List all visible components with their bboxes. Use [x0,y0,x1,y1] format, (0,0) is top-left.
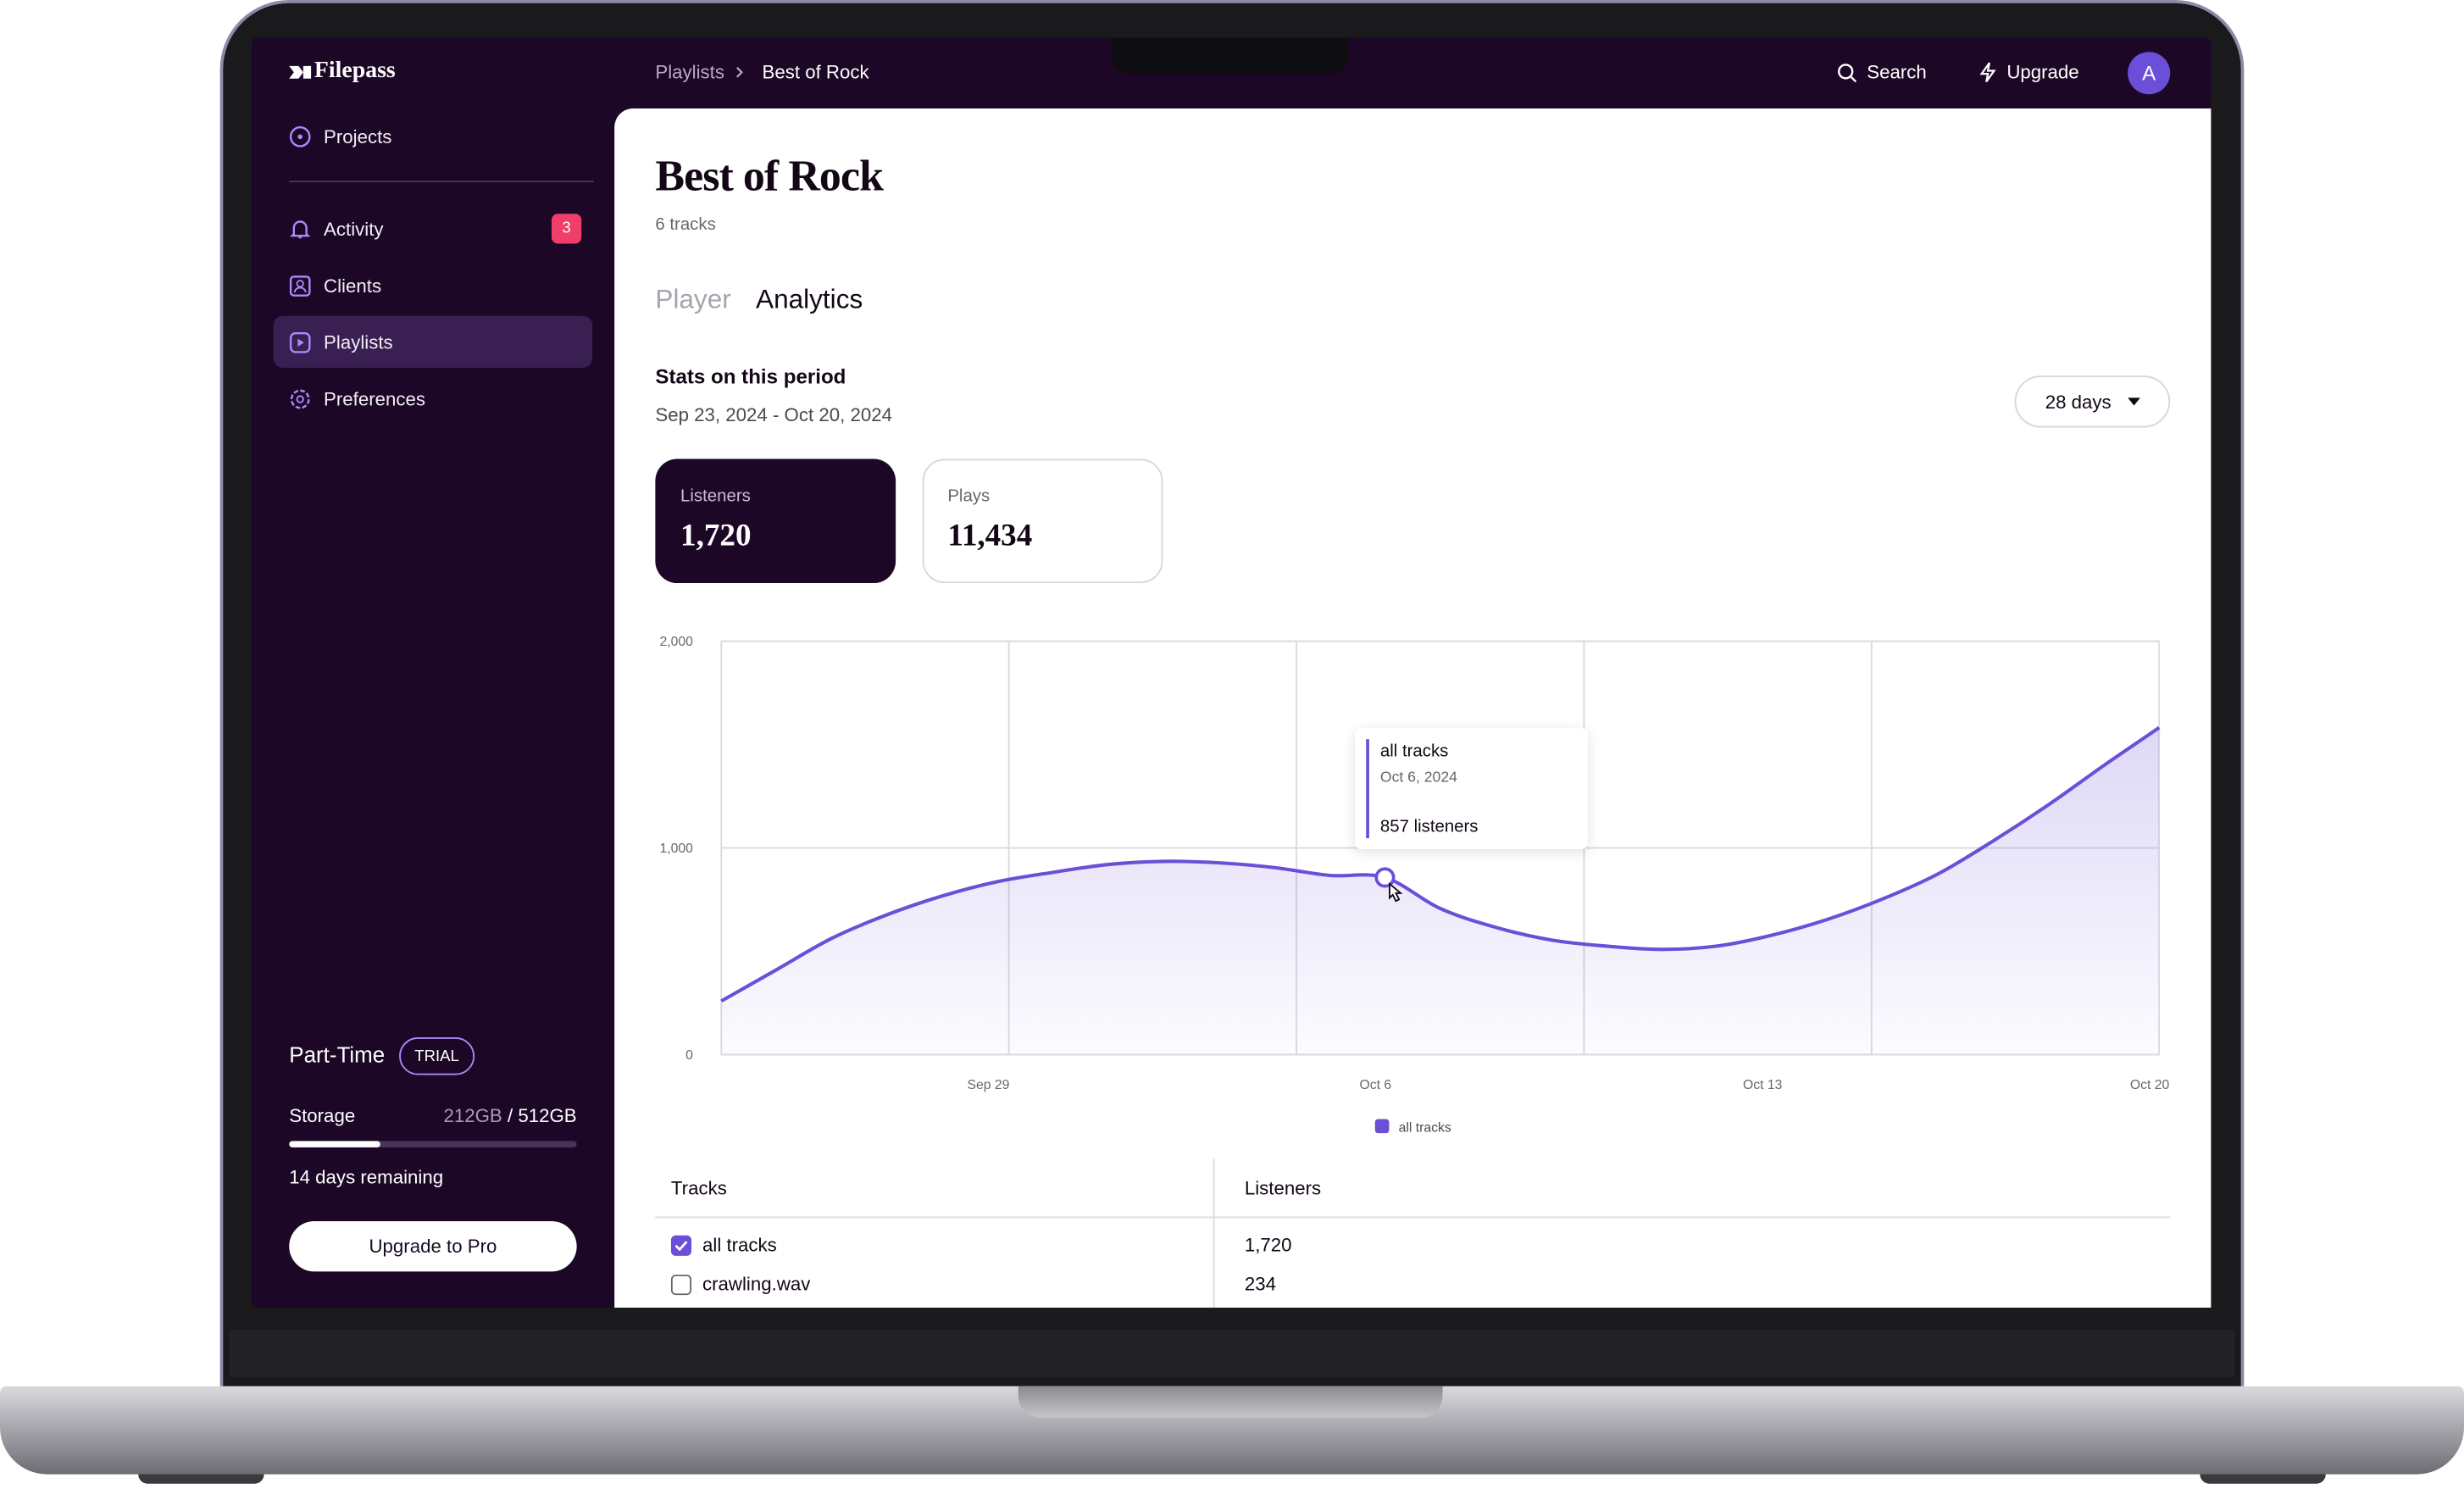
nav-label: Preferences [324,387,426,410]
tooltip-series: all tracks [1380,742,1448,761]
nav-item[interactable]: Activity 3 [274,203,592,254]
storage-used: 212GB [443,1104,502,1127]
line [720,725,2161,1003]
nav-item[interactable]: Playlists [273,315,593,368]
search-label: Search [1867,61,1927,84]
y-tick-label: 0 [685,1048,693,1063]
table-cell: all tracks [702,1233,777,1256]
camera-notch [1113,37,1349,75]
stat-label: Listeners [680,486,751,507]
table-header: Tracks [670,1177,727,1200]
search-button[interactable]: Search [1837,61,1927,83]
divider [289,181,595,183]
legend-label: all tracks [1399,1120,1451,1135]
breadcrumb-link[interactable]: Playlists [655,61,724,84]
period-label: 28 days [2045,390,2112,413]
table-divider [1213,1158,1215,1308]
avatar[interactable]: A [2128,52,2171,95]
stat-value: 11,434 [947,519,1033,553]
brand-name: Filepass [314,58,396,84]
nav-icon [290,219,311,238]
storage-label: Storage [289,1104,356,1127]
tooltip-accent [1366,739,1369,839]
table-cell: 1,720 [1244,1233,1292,1256]
nav-icon [290,388,310,408]
table-cell: crawling.wav [702,1273,811,1296]
laptop-dent [1018,1386,1443,1418]
stats-title: Stats on this period [655,364,846,389]
date-range: Sep 23, 2024 - Oct 20, 2024 [655,403,893,426]
hover-point [1374,867,1396,888]
page-subtitle: 6 tracks [655,215,716,235]
storage-amount: 212GB / 512GB [393,1104,577,1127]
brand-logo [289,64,312,78]
x-tick-label: Oct 13 [1743,1078,1783,1092]
tooltip-box [1355,728,1588,850]
area [721,727,2160,1055]
tab-active[interactable]: Analytics [756,284,863,314]
stat-label: Plays [947,486,991,507]
y-tick-label: 2,000 [659,635,693,649]
x-tick-label: Sep 29 [968,1078,1010,1092]
nav-icon [289,331,311,353]
checkbox[interactable] [670,1235,692,1256]
upgrade-link[interactable]: Upgrade [1978,61,2079,83]
plan-badge: TRIAL [399,1037,475,1075]
breadcrumb-chevron [736,66,743,78]
legend-swatch [1374,1119,1390,1134]
stat-value: 1,720 [680,519,752,553]
plan-name: Part-Time [289,1042,386,1068]
nav-item[interactable]: Preferences [274,373,592,425]
dropdown-caret [2127,397,2140,406]
tooltip-value: 857 listeners [1380,818,1479,836]
upgrade-label: Upgrade [2006,61,2079,84]
cursor [1389,881,1403,903]
main-panel [614,108,2211,1308]
stat-card[interactable]: Plays 11,434 [922,458,1163,584]
nav-icon [289,275,311,296]
brand[interactable]: Filepass [289,58,396,86]
checkbox[interactable] [670,1275,692,1296]
period-dropdown[interactable]: 28 days [2014,375,2171,428]
nav-item[interactable]: Projects [274,110,592,162]
tab[interactable]: Player [655,284,731,314]
nav-label: Playlists [324,331,393,353]
laptop-chin [229,1329,2235,1377]
tooltip-date: Oct 6, 2024 [1380,768,1457,785]
table-cell: 234 [1244,1273,1276,1296]
stat-card[interactable]: Listeners 1,720 [655,458,896,584]
nav-item[interactable]: Clients [274,259,592,311]
check-mark [674,1241,688,1252]
badge: 3 [551,214,582,244]
table-rule [655,1216,2171,1219]
storage-fill [289,1141,380,1147]
x-tick-label: Oct 6 [1360,1078,1392,1092]
page-title: Best of Rock [655,152,884,202]
breadcrumb-current: Best of Rock [762,61,869,84]
screen-edge [0,1308,2464,1330]
storage-total: 512GB [518,1104,577,1127]
table-header: Listeners [1244,1177,1322,1200]
x-tick-label: Oct 20 [2130,1078,2170,1092]
nav-label: Clients [324,274,382,297]
trial-remaining: 14 days remaining [289,1166,444,1189]
bolt-icon [1979,62,1996,83]
storage-track [289,1141,577,1147]
upgrade-button[interactable]: Upgrade to Pro [289,1221,577,1272]
nav-label: Projects [324,125,392,147]
nav-icon [289,125,311,147]
search-icon [1838,63,1857,82]
y-tick-label: 1,000 [659,842,693,856]
nav-label: Activity [324,217,384,240]
storage-separator: / [507,1104,513,1127]
